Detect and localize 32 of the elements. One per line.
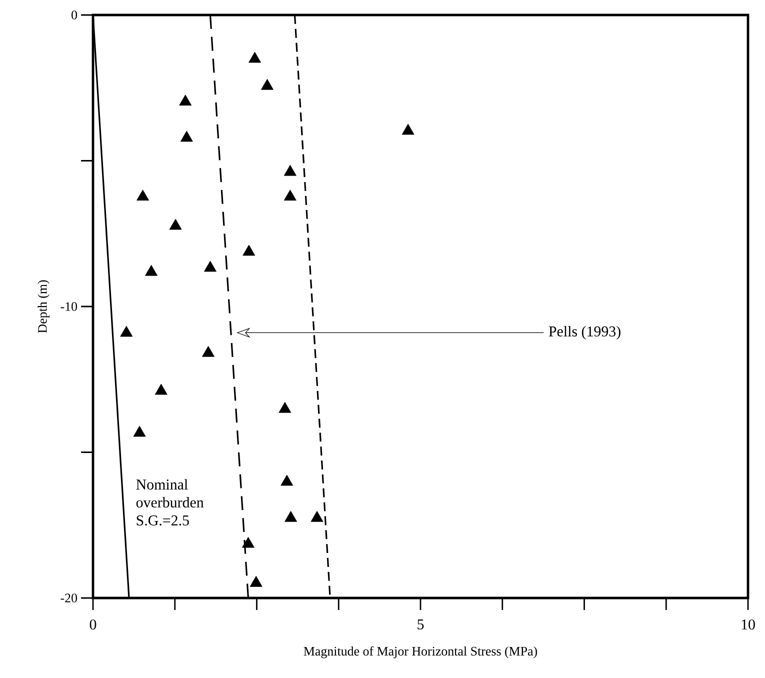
y-tick-label: -20 (60, 594, 78, 602)
point (242, 536, 254, 548)
point (250, 576, 262, 587)
point (278, 402, 292, 413)
point (284, 510, 298, 522)
point (202, 346, 215, 357)
point (242, 244, 256, 256)
point (133, 426, 146, 437)
y-tick-label: 0 (72, 10, 78, 20)
point (280, 474, 294, 486)
point (120, 326, 133, 337)
x-axis-title: Magnitude of Major Horizontal Stress (MPa) (304, 646, 538, 658)
point (402, 124, 414, 135)
point (310, 510, 324, 522)
y-axis-title: Depth (m) (38, 280, 50, 333)
point (180, 130, 193, 142)
point (248, 52, 262, 63)
point (179, 94, 192, 106)
point (145, 264, 158, 276)
x-tick-label: 5 (418, 619, 424, 630)
point (169, 218, 182, 230)
annotation: Pells (1993) (548, 326, 620, 340)
y-tick-label: -10 (60, 302, 78, 311)
point (284, 190, 296, 201)
x-tick-label: 10 (742, 619, 755, 630)
point (136, 190, 150, 201)
point (204, 260, 216, 272)
x-tick-label: 0 (90, 619, 96, 630)
point (154, 384, 168, 395)
point (260, 78, 274, 90)
annotation: Nominal overburden S.G.=2.5 (136, 479, 204, 526)
point (284, 164, 296, 176)
